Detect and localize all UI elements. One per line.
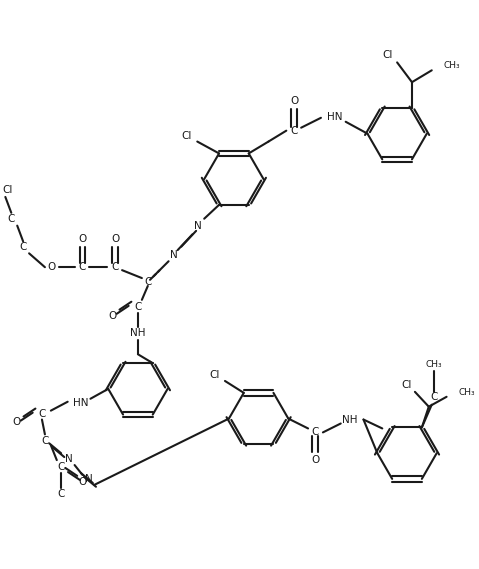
Text: C: C [41, 436, 48, 446]
Text: C: C [311, 427, 319, 438]
Text: C: C [8, 214, 15, 224]
Text: N: N [170, 250, 177, 260]
Text: Cl: Cl [382, 51, 392, 60]
Text: C: C [144, 277, 151, 287]
Text: Cl: Cl [209, 370, 219, 380]
Text: N: N [194, 221, 202, 230]
Text: O: O [290, 96, 298, 106]
Text: CH₃: CH₃ [458, 388, 475, 397]
Text: O: O [79, 477, 87, 487]
Text: O: O [311, 455, 319, 465]
Text: NH: NH [342, 415, 357, 424]
Text: Cl: Cl [402, 380, 412, 390]
Text: C: C [134, 302, 142, 312]
Text: NH: NH [130, 328, 146, 339]
Text: Cl: Cl [181, 131, 192, 141]
Text: C: C [291, 126, 298, 135]
Text: HN: HN [73, 398, 88, 408]
Text: C: C [57, 462, 65, 472]
Text: CH₃: CH₃ [425, 360, 442, 369]
Text: O: O [108, 311, 116, 321]
Text: C: C [20, 242, 27, 253]
Text: HN: HN [327, 112, 342, 122]
Text: O: O [12, 417, 20, 427]
Text: N: N [85, 474, 92, 484]
Text: O: O [111, 234, 119, 245]
Text: C: C [38, 409, 46, 419]
Text: CH₃: CH₃ [444, 61, 460, 70]
Text: C: C [79, 262, 86, 272]
Text: C: C [430, 392, 437, 402]
Text: Cl: Cl [2, 185, 13, 195]
Text: N: N [65, 454, 72, 464]
Text: O: O [79, 234, 87, 245]
Text: C: C [57, 489, 65, 499]
Text: C: C [112, 262, 119, 272]
Text: O: O [48, 262, 56, 272]
